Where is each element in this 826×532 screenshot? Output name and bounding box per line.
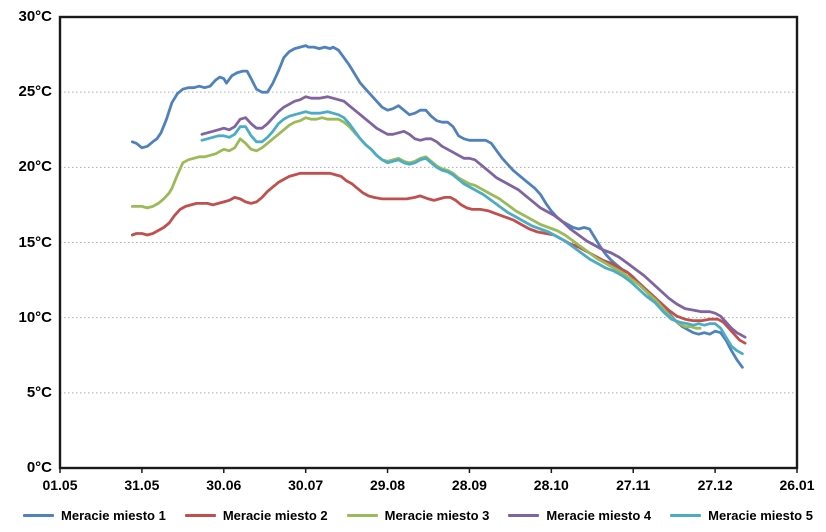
x-tick-label: 31.05 — [124, 477, 160, 493]
legend-label: Meracie miesto 4 — [546, 507, 652, 523]
y-tick-label: 15°C — [18, 233, 52, 251]
series-line-4 — [200, 95, 747, 339]
legend-item-2: Meracie miesto 2 — [184, 507, 328, 523]
x-tick-label: 30.06 — [206, 477, 242, 493]
legend-label: Meracie miesto 3 — [384, 507, 490, 523]
legend-item-5: Meracie miesto 5 — [670, 508, 813, 523]
y-tick-label: 5°C — [26, 383, 52, 401]
x-tick-label: 01.05 — [42, 477, 78, 493]
legend-label: Meracie miesto 2 — [222, 507, 328, 523]
y-tick-label: 20°C — [18, 158, 52, 176]
y-tick-label: 30°C — [18, 8, 52, 25]
legend-item-3: Meracie miesto 3 — [346, 507, 490, 523]
x-tick-label: 27.11 — [616, 477, 651, 493]
chart-legend: Meracie miesto 1 Meracie miesto 2 Meracie … — [0, 502, 826, 528]
x-tick-label: 28.10 — [533, 477, 569, 493]
series-line-5 — [200, 110, 744, 356]
legend-line-icon — [23, 513, 55, 517]
series-line-1 — [130, 44, 744, 369]
legend-line-icon — [346, 513, 378, 517]
x-tick-label: 27.12 — [697, 477, 733, 493]
plot-border — [58, 15, 799, 470]
y-tick-label: 25°C — [18, 83, 52, 101]
series-line-3 — [130, 116, 702, 330]
legend-item-1: Meracie miesto 1 — [23, 508, 166, 523]
legend-line-icon — [508, 513, 540, 517]
legend-label: Meracie miesto 5 — [708, 507, 813, 523]
y-tick-label: 10°C — [18, 308, 52, 326]
legend-line-icon — [670, 513, 702, 517]
x-tick-label: 28.09 — [451, 477, 487, 493]
series-line-2 — [130, 171, 747, 345]
x-tick-label: 26.01 — [779, 477, 815, 493]
x-tick-label: 30.07 — [288, 477, 324, 493]
y-tick-label: 0°C — [26, 459, 52, 476]
legend-label: Meracie miesto 1 — [61, 507, 166, 523]
x-tick-label: 29.08 — [370, 477, 406, 493]
legend-line-icon — [184, 513, 216, 517]
legend-item-4: Meracie miesto 4 — [508, 508, 651, 523]
